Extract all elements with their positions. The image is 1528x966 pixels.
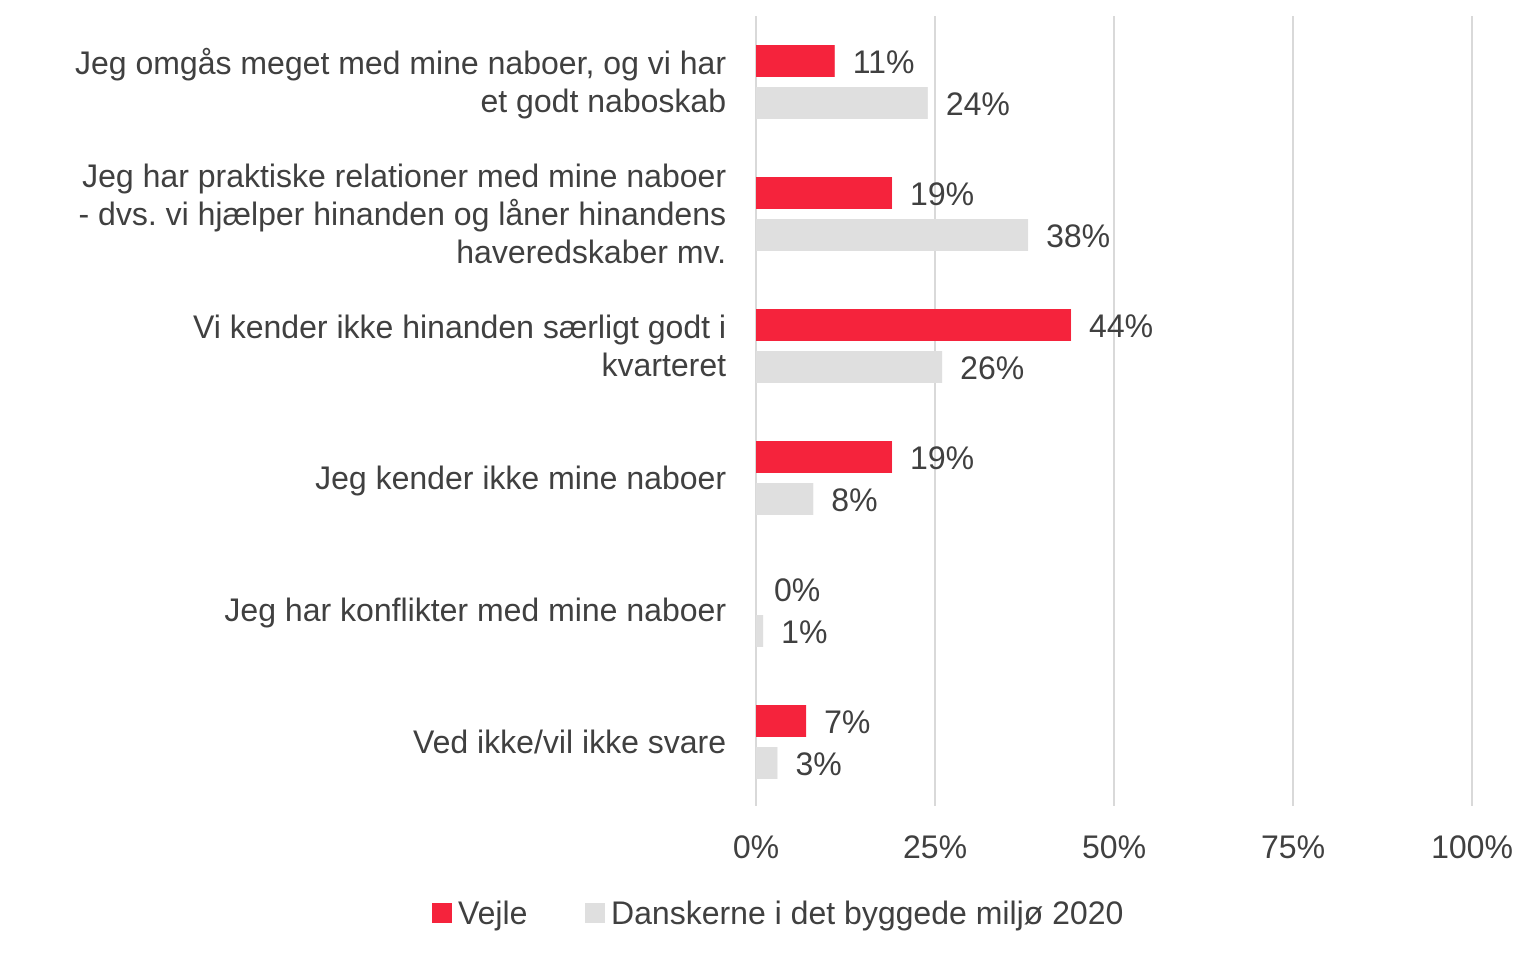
- x-tick-label: 75%: [1261, 829, 1325, 865]
- bar-vejle: [756, 441, 893, 473]
- bar-danskerne: [756, 483, 814, 515]
- data-label-danskerne: 38%: [1046, 218, 1110, 254]
- legend-swatch-vejle: [432, 903, 452, 923]
- data-label-vejle: 7%: [824, 704, 870, 740]
- legend-item-danskerne: Danskerne i det byggede miljø 2020: [585, 890, 1123, 936]
- legend-swatch-danskerne: [585, 903, 605, 923]
- category-label: Jeg har konflikter med mine naboer: [224, 592, 726, 628]
- data-label-danskerne: 26%: [960, 350, 1024, 386]
- bar-danskerne: [756, 351, 943, 383]
- bar-danskerne: [756, 747, 778, 779]
- bar-danskerne: [756, 87, 928, 119]
- data-label-danskerne: 24%: [946, 86, 1010, 122]
- data-label-vejle: 19%: [910, 176, 974, 212]
- bar-danskerne: [756, 615, 764, 647]
- legend-item-vejle: Vejle: [432, 890, 527, 936]
- data-label-danskerne: 8%: [831, 482, 877, 518]
- x-tick-label: 100%: [1431, 829, 1513, 865]
- data-label-vejle: 0%: [774, 572, 820, 608]
- x-tick-label: 50%: [1082, 829, 1146, 865]
- category-label: Jeg omgås meget med mine naboer, og vi h…: [74, 45, 726, 119]
- category-label: Jeg kender ikke mine naboer: [315, 460, 726, 496]
- x-tick-label: 0%: [733, 829, 779, 865]
- data-label-vejle: 19%: [910, 440, 974, 476]
- bar-danskerne: [756, 219, 1029, 251]
- bar-vejle: [756, 309, 1072, 341]
- category-label: Jeg har praktiske relationer med mine na…: [78, 158, 726, 270]
- bar-vejle: [756, 705, 807, 737]
- legend: Vejle Danskerne i det byggede miljø 2020: [0, 890, 1528, 936]
- legend-label-vejle: Vejle: [458, 894, 528, 931]
- legend-label-danskerne: Danskerne i det byggede miljø 2020: [611, 894, 1124, 931]
- data-label-vejle: 11%: [853, 44, 915, 80]
- category-label: Vi kender ikke hinanden særligt godt i k…: [192, 309, 726, 383]
- x-tick-label: 25%: [903, 829, 967, 865]
- data-label-danskerne: 1%: [781, 614, 827, 650]
- bar-vejle: [756, 45, 835, 77]
- category-label: Ved ikke/vil ikke svare: [412, 724, 726, 760]
- data-label-vejle: 44%: [1089, 308, 1153, 344]
- bar-vejle: [756, 177, 893, 209]
- data-label-danskerne: 3%: [795, 746, 841, 782]
